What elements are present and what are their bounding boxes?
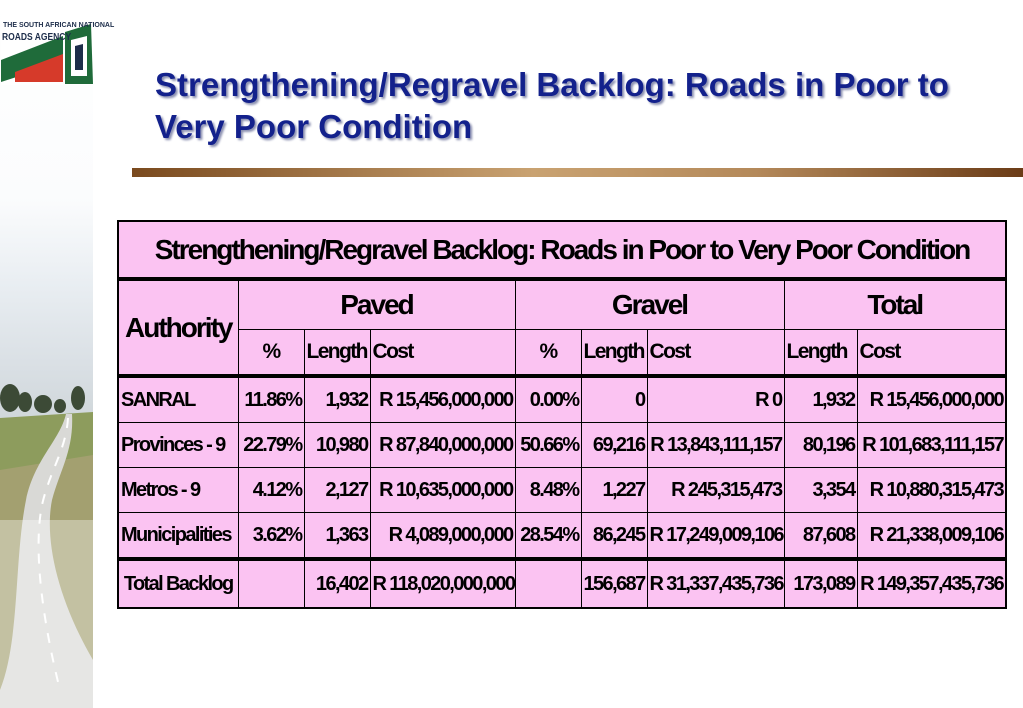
gravel-cost-cell: R 0 — [646, 375, 785, 423]
total-cost-cell: R 149,357,435,736 — [856, 557, 1007, 609]
paved-length-cell: 1,932 — [303, 375, 371, 423]
table-row: Municipalities 3.62% 1,363 R 4,089,000,0… — [117, 512, 1007, 560]
paved-pct-cell: 4.12% — [237, 467, 305, 513]
table-caption: Strengthening/Regravel Backlog: Roads in… — [117, 220, 1007, 281]
gravel-header: Gravel — [514, 278, 785, 330]
total-cost-cell: R 10,880,315,473 — [856, 467, 1007, 513]
gravel-cost-cell: R 13,843,111,157 — [646, 422, 785, 468]
road-landscape-image — [0, 384, 93, 708]
total-cost-cell: R 101,683,111,157 — [856, 422, 1007, 468]
sanral-logo-mark — [1, 10, 93, 85]
total-length-cell: 87,608 — [783, 512, 858, 560]
total-label-cell: Total Backlog — [117, 557, 239, 609]
logo-line-2: ROADS AGENCY — [2, 32, 72, 43]
gravel-pct-cell: 0.00% — [514, 375, 582, 423]
total-length-cell: 173,089 — [783, 557, 858, 609]
paved-pct-header: % — [237, 329, 305, 378]
paved-length-cell: 1,363 — [303, 512, 371, 560]
gravel-pct-cell: 8.48% — [514, 467, 582, 513]
authority-header: Authority — [117, 278, 239, 378]
total-length-cell: 1,932 — [783, 375, 858, 423]
paved-length-cell: 16,402 — [303, 557, 371, 609]
backlog-table: Strengthening/Regravel Backlog: Roads in… — [117, 220, 1008, 609]
gravel-pct-cell: 50.66% — [514, 422, 582, 468]
table-caption-row: Strengthening/Regravel Backlog: Roads in… — [117, 220, 1007, 281]
authority-cell: Provinces - 9 — [117, 422, 239, 468]
side-photo-strip — [0, 0, 93, 708]
gravel-cost-header: Cost — [646, 329, 785, 378]
gravel-length-cell: 69,216 — [580, 422, 648, 468]
slide-title: Strengthening/Regravel Backlog: Roads in… — [155, 66, 949, 145]
table-row: SANRAL 11.86% 1,932 R 15,456,000,000 0.0… — [117, 375, 1007, 423]
paved-cost-cell: R 4,089,000,000 — [369, 512, 516, 560]
total-length-cell: 80,196 — [783, 422, 858, 468]
gravel-length-cell: 86,245 — [580, 512, 648, 560]
gravel-cost-cell: R 31,337,435,736 — [646, 557, 785, 609]
paved-pct-cell: 22.79% — [237, 422, 305, 468]
gravel-length-cell: 0 — [580, 375, 648, 423]
paved-cost-header: Cost — [369, 329, 516, 378]
paved-cost-cell: R 15,456,000,000 — [369, 375, 516, 423]
group-header-row: Authority Paved Gravel Total — [117, 278, 1007, 378]
authority-cell: SANRAL — [117, 375, 239, 423]
title-divider — [132, 168, 1023, 177]
gravel-pct-cell — [514, 557, 582, 609]
gravel-cost-cell: R 17,249,009,106 — [646, 512, 785, 560]
total-cost-cell: R 15,456,000,000 — [856, 375, 1007, 423]
authority-cell: Municipalities — [117, 512, 239, 560]
gravel-pct-header: % — [514, 329, 582, 378]
paved-length-header: Length — [303, 329, 371, 378]
paved-length-cell: 10,980 — [303, 422, 371, 468]
authority-cell: Metros - 9 — [117, 467, 239, 513]
paved-header: Paved — [237, 278, 516, 330]
gravel-length-cell: 156,687 — [580, 557, 648, 609]
total-cost-cell: R 21,338,009,106 — [856, 512, 1007, 560]
subheader-row: % Length Cost % Length Cost Length Cost — [118, 329, 1007, 378]
sanral-logo: THE SOUTH AFRICAN NATIONAL ROADS AGENCY — [1, 10, 114, 85]
total-length-header: Length — [783, 329, 858, 378]
gravel-length-cell: 1,227 — [580, 467, 648, 513]
paved-cost-cell: R 10,635,000,000 — [369, 467, 516, 513]
gravel-cost-cell: R 245,315,473 — [646, 467, 785, 513]
table-row: Metros - 9 4.12% 2,127 R 10,635,000,000 … — [117, 467, 1007, 513]
table-row: Provinces - 9 22.79% 10,980 R 87,840,000… — [117, 422, 1007, 468]
total-cost-header: Cost — [856, 329, 1007, 378]
total-header: Total — [783, 278, 1007, 330]
paved-cost-cell: R 87,840,000,000 — [369, 422, 516, 468]
paved-pct-cell — [237, 557, 305, 609]
gravel-length-header: Length — [580, 329, 648, 378]
paved-pct-cell: 11.86% — [237, 375, 305, 423]
total-length-cell: 3,354 — [783, 467, 858, 513]
paved-cost-cell: R 118,020,000,000 — [369, 557, 516, 609]
gravel-pct-cell: 28.54% — [514, 512, 582, 560]
paved-pct-cell: 3.62% — [237, 512, 305, 560]
paved-length-cell: 2,127 — [303, 467, 371, 513]
total-row: Total Backlog 16,402 R 118,020,000,000 1… — [117, 557, 1007, 609]
logo-line-1: THE SOUTH AFRICAN NATIONAL — [3, 22, 115, 29]
